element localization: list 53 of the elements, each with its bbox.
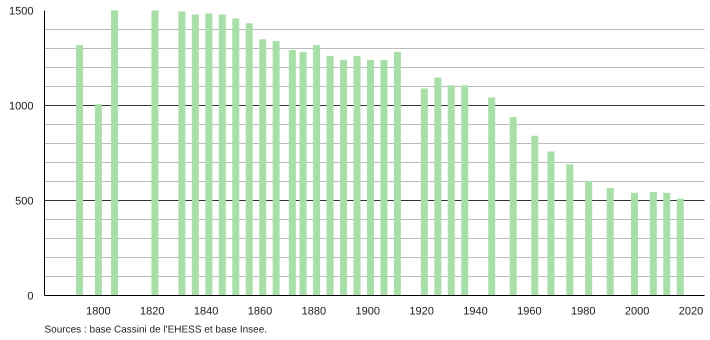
x-tick-label: 1800 bbox=[86, 306, 111, 318]
bar bbox=[531, 136, 538, 296]
bar bbox=[448, 85, 455, 296]
y-tick-label: 1000 bbox=[9, 100, 34, 112]
x-tick-label: 1940 bbox=[463, 306, 488, 318]
bar bbox=[585, 181, 592, 296]
bar bbox=[313, 45, 320, 296]
y-tick-label: 0 bbox=[27, 290, 34, 302]
bar bbox=[510, 117, 517, 296]
bar bbox=[380, 60, 388, 296]
bar bbox=[650, 192, 657, 296]
bar bbox=[663, 192, 670, 296]
bar bbox=[547, 151, 554, 296]
source-note: Sources : base Cassini de l'EHESS et base Insee. bbox=[44, 324, 268, 336]
bar bbox=[232, 18, 240, 296]
bar bbox=[76, 45, 84, 296]
x-tick-label: 1920 bbox=[409, 306, 434, 318]
bar bbox=[272, 41, 280, 296]
x-tick-label: 1960 bbox=[517, 306, 542, 318]
x-tick-label: 1880 bbox=[302, 306, 326, 318]
x-tick-label: 1900 bbox=[356, 306, 380, 318]
bar bbox=[151, 10, 158, 296]
bar bbox=[288, 50, 296, 296]
bar bbox=[366, 60, 374, 296]
bar bbox=[94, 104, 102, 296]
bar bbox=[340, 60, 348, 296]
bar bbox=[630, 192, 638, 296]
bar bbox=[205, 14, 212, 296]
bar bbox=[111, 10, 118, 296]
x-tick-label: 1860 bbox=[248, 306, 272, 318]
bar bbox=[606, 188, 614, 296]
bar bbox=[326, 56, 334, 296]
bar bbox=[420, 88, 428, 296]
bar bbox=[676, 198, 684, 296]
bar bbox=[461, 85, 468, 296]
x-tick-label: 1840 bbox=[194, 306, 218, 318]
bar bbox=[259, 39, 266, 296]
bar bbox=[246, 23, 253, 296]
bar bbox=[178, 11, 186, 296]
bar bbox=[300, 52, 307, 296]
bar bbox=[353, 56, 360, 296]
bar bbox=[218, 14, 226, 296]
bar bbox=[192, 14, 199, 296]
bar bbox=[434, 78, 442, 296]
y-tick-label: 1500 bbox=[9, 6, 34, 18]
x-tick-label: 1980 bbox=[571, 306, 596, 318]
x-tick-label: 2020 bbox=[678, 306, 704, 318]
y-tick-label: 500 bbox=[15, 196, 34, 208]
bar bbox=[394, 52, 401, 296]
x-tick-label: 2000 bbox=[624, 306, 650, 318]
bar bbox=[488, 98, 496, 296]
bar bbox=[566, 164, 574, 296]
x-tick-label: 1820 bbox=[140, 306, 165, 318]
